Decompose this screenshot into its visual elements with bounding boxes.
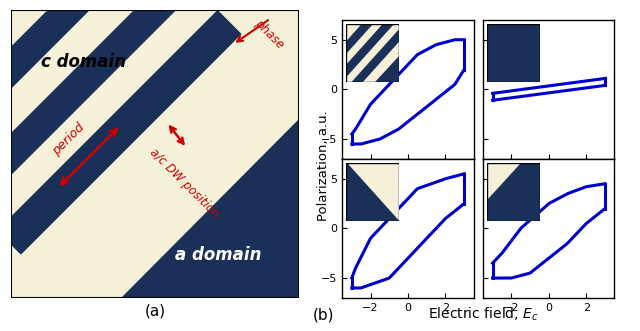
Polygon shape	[218, 10, 299, 91]
Text: a/c DW position: a/c DW position	[147, 145, 221, 220]
Polygon shape	[12, 10, 175, 174]
Text: c domain: c domain	[41, 53, 126, 71]
Text: (a): (a)	[145, 303, 166, 318]
Text: Polarization, a.u.: Polarization, a.u.	[317, 110, 330, 221]
Text: (b): (b)	[312, 308, 334, 323]
Polygon shape	[12, 10, 89, 88]
Text: Electric field, $E_c$: Electric field, $E_c$	[428, 305, 538, 323]
Polygon shape	[12, 10, 264, 263]
Text: a domain: a domain	[175, 246, 262, 264]
Text: phase: phase	[252, 17, 286, 52]
Text: period: period	[50, 121, 88, 158]
Polygon shape	[121, 119, 299, 298]
Polygon shape	[12, 246, 63, 298]
